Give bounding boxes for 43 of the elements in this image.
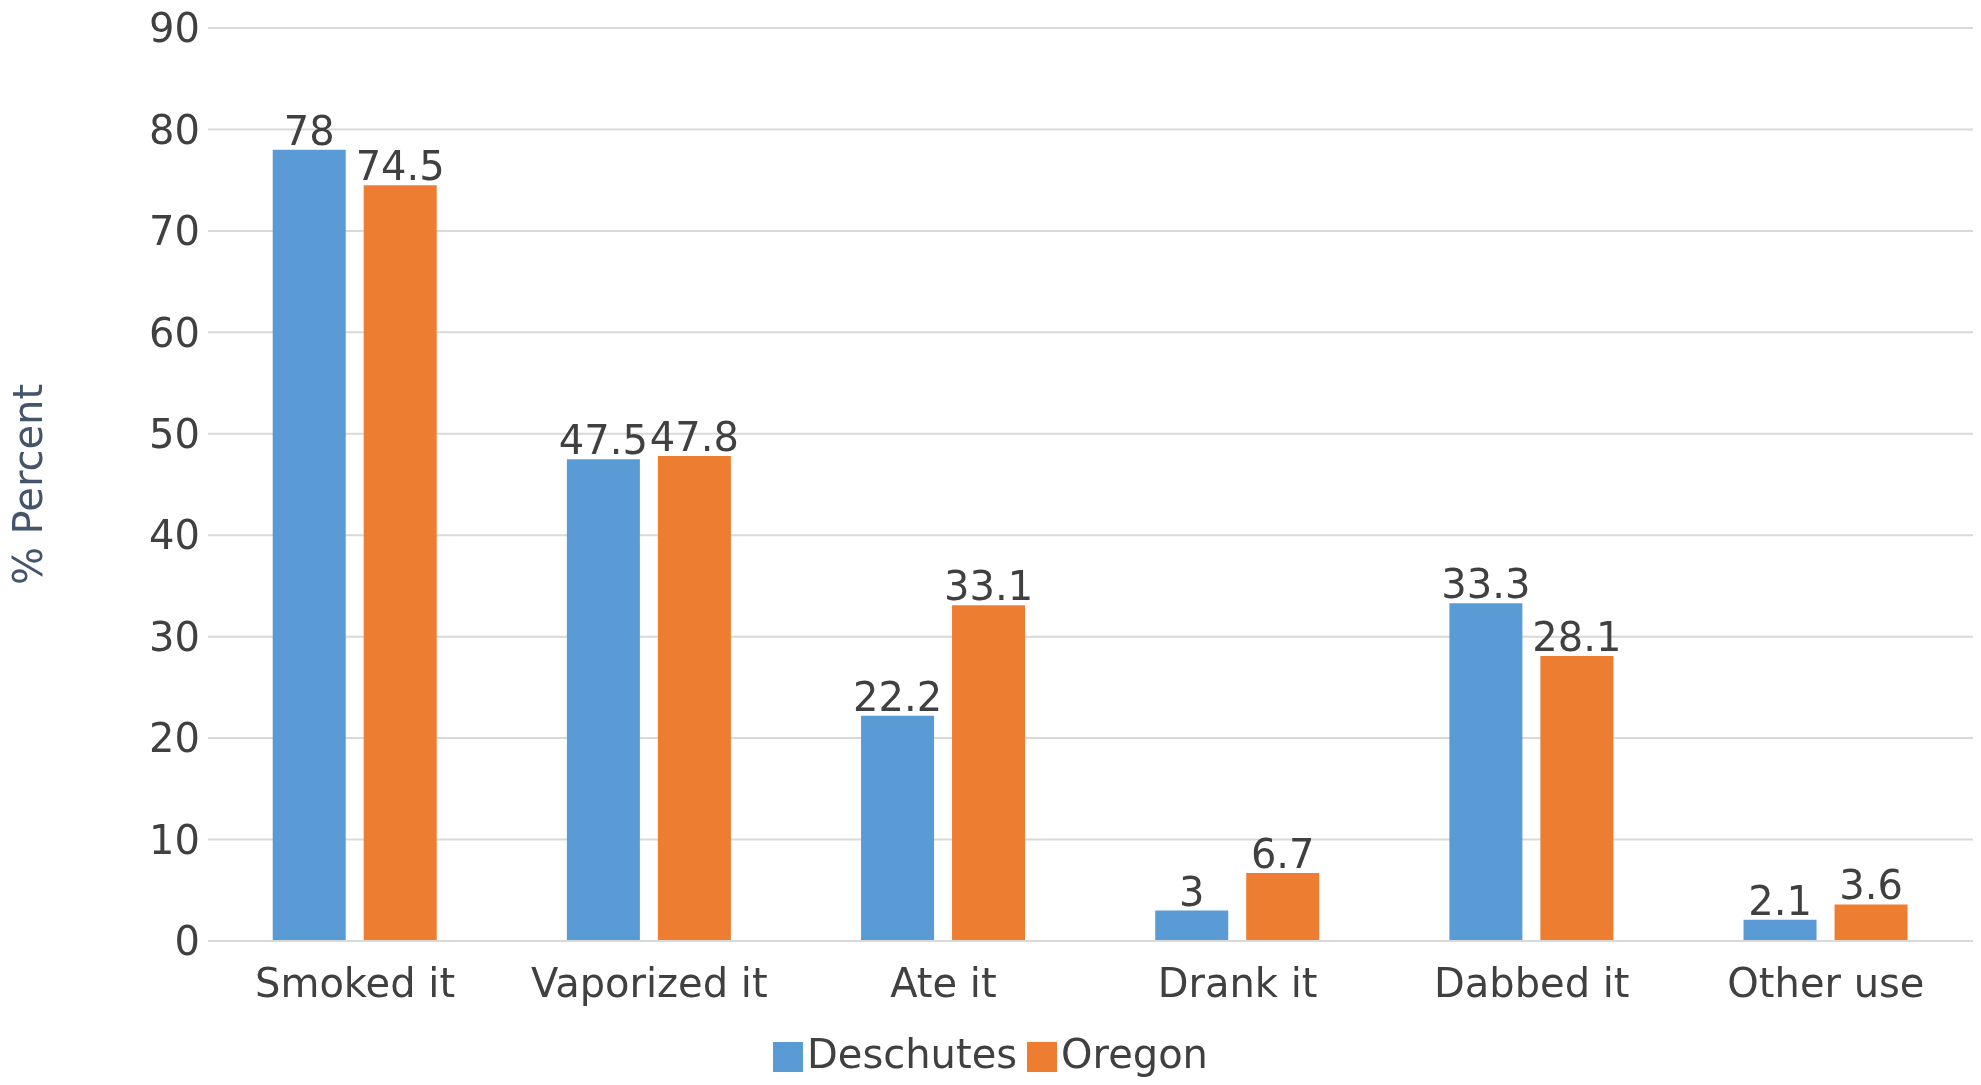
bar (1743, 919, 1817, 941)
data-label: 47.5 (558, 417, 648, 464)
data-label: 33.1 (944, 563, 1034, 610)
bar (1155, 910, 1229, 941)
bar (566, 459, 640, 941)
legend-label: Oregon (1061, 1031, 1208, 1077)
y-tick-label: 70 (149, 208, 200, 255)
legend-label: Deschutes (807, 1031, 1018, 1077)
data-label: 28.1 (1532, 613, 1622, 660)
x-tick-label: Ate it (890, 960, 997, 1007)
bar (952, 605, 1026, 941)
x-tick-label: Other use (1727, 960, 1925, 1007)
bar (1834, 904, 1908, 941)
y-tick-label: 50 (149, 410, 200, 457)
bar (1540, 655, 1614, 941)
y-tick-label: 80 (149, 106, 200, 153)
data-label: 22.2 (853, 673, 943, 720)
bar (363, 185, 437, 941)
data-label: 47.8 (649, 414, 739, 461)
data-label: 33.3 (1441, 561, 1531, 608)
bar (272, 149, 346, 941)
y-tick-label: 30 (149, 613, 200, 660)
y-tick-label: 0 (174, 918, 200, 965)
y-tick-label: 40 (149, 512, 200, 559)
x-tick-label: Drank it (1157, 960, 1318, 1007)
data-label: 2.1 (1748, 877, 1812, 924)
data-label: 3.6 (1839, 862, 1903, 909)
data-label: 74.5 (355, 143, 445, 190)
bar (861, 715, 935, 941)
bar (1449, 603, 1523, 941)
y-tick-label: 60 (149, 309, 200, 356)
y-tick-label: 10 (149, 816, 200, 863)
x-tick-label: Dabbed it (1433, 960, 1630, 1007)
data-label: 3 (1178, 868, 1205, 915)
y-axis-title: % Percent (5, 383, 52, 586)
data-label: 78 (283, 107, 335, 154)
x-tick-label: Smoked it (255, 960, 456, 1007)
data-label: 6.7 (1250, 831, 1315, 878)
x-tick-label: Vaporized it (530, 960, 768, 1007)
y-tick-label: 20 (149, 715, 200, 762)
bar (1246, 873, 1320, 941)
y-tick-label: 90 (149, 5, 200, 52)
bar (657, 456, 731, 941)
